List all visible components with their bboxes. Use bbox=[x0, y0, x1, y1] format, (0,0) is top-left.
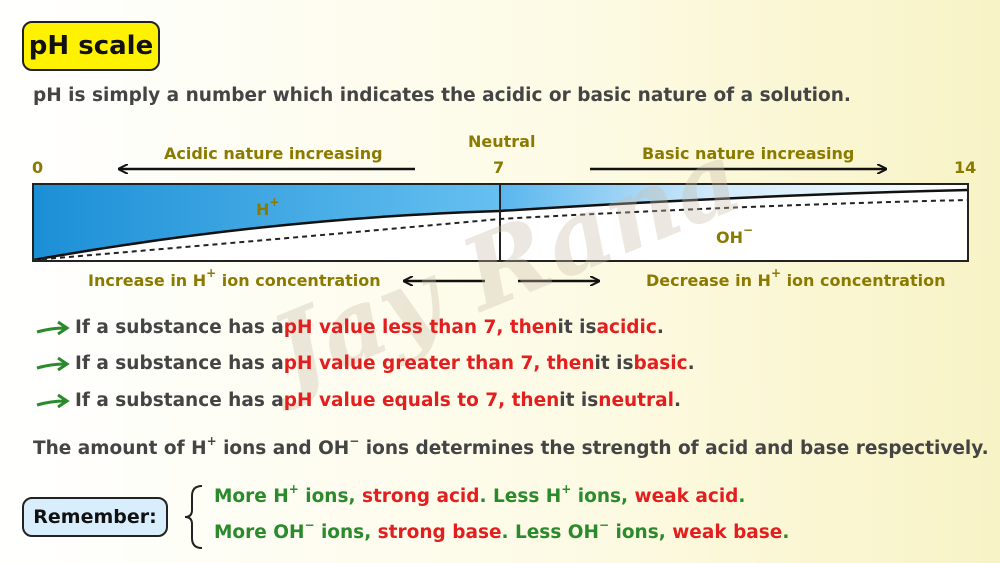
basic-increasing-label: Basic nature increasing bbox=[642, 144, 855, 163]
brace-icon bbox=[184, 485, 203, 549]
scale-mid-label: 7 bbox=[493, 158, 505, 177]
green-arrow-icon bbox=[36, 320, 70, 335]
increase-h-label: Increase in H+ ion concentration bbox=[88, 266, 381, 290]
remember-label: Remember: bbox=[22, 497, 168, 537]
h-ion-label: H+ bbox=[256, 195, 280, 219]
neutral-label: Neutral bbox=[468, 132, 536, 151]
remember-line-base: More OH− ions, strong base. Less OH− ion… bbox=[214, 518, 790, 543]
intro-text: pH is simply a number which indicates th… bbox=[33, 85, 851, 106]
remember-line-acid: More H+ ions, strong acid. Less H+ ions,… bbox=[214, 482, 746, 507]
oh-ion-label: OH− bbox=[716, 223, 754, 247]
rule-acidic: If a substance has a pH value less than … bbox=[35, 317, 664, 338]
scale-min-label: 0 bbox=[32, 158, 44, 177]
green-arrow-icon bbox=[36, 356, 70, 371]
acidic-increasing-label: Acidic nature increasing bbox=[164, 144, 383, 163]
strength-text: The amount of H+ ions and OH− ions deter… bbox=[33, 434, 989, 459]
scale-max-label: 14 bbox=[954, 158, 977, 177]
decrease-h-label: Decrease in H+ ion concentration bbox=[646, 266, 946, 290]
rule-basic: If a substance has a pH value greater th… bbox=[35, 353, 695, 374]
page-title: pH scale bbox=[22, 21, 160, 71]
rule-neutral: If a substance has a pH value equals to … bbox=[35, 390, 681, 411]
green-arrow-icon bbox=[36, 393, 70, 408]
